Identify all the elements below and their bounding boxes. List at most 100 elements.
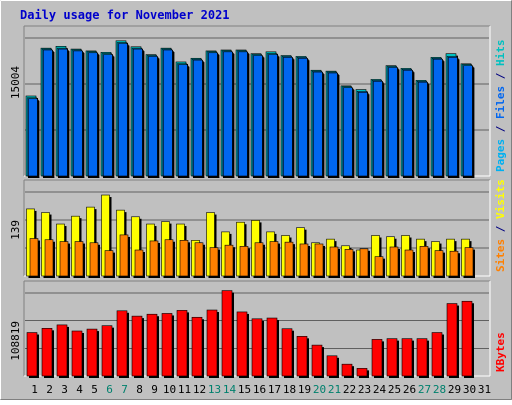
bar-kbytes <box>401 338 413 377</box>
y-max-label: 108819 <box>9 321 22 361</box>
bar-pages <box>193 59 203 177</box>
bar-sites <box>254 242 264 277</box>
bar-pages <box>208 52 218 177</box>
bar-pages <box>283 57 293 177</box>
side-legend: Sites / Visits <box>494 179 507 272</box>
bar-sites <box>359 248 369 277</box>
bar-pages <box>343 87 353 177</box>
bar-kbytes <box>41 328 53 377</box>
bar-sites <box>209 247 219 277</box>
bar-kbytes <box>431 332 443 377</box>
x-tick-label: 22 <box>343 383 356 396</box>
legend-entry: Pages <box>494 139 507 172</box>
bar-sites <box>329 246 339 277</box>
bar-sites <box>269 241 279 277</box>
bar-kbytes <box>371 339 383 377</box>
bar-kbytes <box>341 363 353 377</box>
x-tick-label: 23 <box>358 383 371 396</box>
bar-kbytes <box>236 311 248 377</box>
bar-sites <box>164 239 174 277</box>
bar-kbytes <box>131 315 143 377</box>
legend-entry: KBytes <box>494 332 507 372</box>
bar-sites <box>464 247 474 277</box>
side-legend: Pages / Files / Hits <box>494 40 507 173</box>
bar-kbytes <box>311 344 323 377</box>
bar-pages <box>448 57 458 177</box>
bar-sites <box>149 240 159 277</box>
bar-kbytes <box>251 318 263 377</box>
bar-sites <box>74 241 84 277</box>
x-tick-label: 31 <box>478 383 491 396</box>
x-tick-label: 9 <box>151 383 158 396</box>
x-tick-label: 4 <box>76 383 83 396</box>
bar-kbytes <box>281 328 293 377</box>
bar-sites <box>194 242 204 277</box>
legend-entry: Visits <box>494 179 507 219</box>
bar-sites <box>389 246 399 277</box>
bar-kbytes <box>71 330 83 377</box>
bar-pages <box>433 58 443 177</box>
x-tick-label: 18 <box>283 383 296 396</box>
bar-pages <box>298 57 308 177</box>
x-tick-label: 1 <box>31 383 38 396</box>
bar-kbytes <box>386 338 398 377</box>
bar-sites <box>314 243 324 277</box>
bar-kbytes <box>206 309 218 377</box>
bar-sites <box>44 239 54 277</box>
x-tick-label: 7 <box>121 383 128 396</box>
bar-kbytes <box>221 290 233 377</box>
x-tick-label: 30 <box>463 383 476 396</box>
bar-sites <box>449 250 459 277</box>
bar-sites <box>224 244 234 277</box>
x-tick-label: 13 <box>208 383 221 396</box>
bar-pages <box>148 56 158 177</box>
x-tick-label: 29 <box>448 383 461 396</box>
bar-sites <box>134 249 144 277</box>
bar-pages <box>328 72 338 177</box>
y-max-label: 139 <box>9 220 22 240</box>
bar-kbytes <box>416 338 428 377</box>
x-tick-label: 25 <box>388 383 401 396</box>
x-tick-label: 28 <box>433 383 446 396</box>
bar-sites <box>434 250 444 277</box>
bar-pages <box>373 80 383 177</box>
bar-pages <box>43 49 53 177</box>
panel-kbytes: 108819 KBytes <box>9 280 507 378</box>
bar-sites <box>29 238 39 277</box>
x-tick-label: 12 <box>193 383 206 396</box>
panel-visits-sites: 139 Sites / Visits <box>9 179 507 278</box>
bar-sites <box>179 240 189 277</box>
chart-title: Daily usage for November 2021 <box>20 8 230 22</box>
bar-kbytes <box>86 328 98 377</box>
x-tick-label: 27 <box>418 383 431 396</box>
bar-pages <box>28 98 38 177</box>
x-tick-label: 6 <box>106 383 113 396</box>
legend-entry: / <box>494 66 507 86</box>
x-tick-label: 10 <box>163 383 176 396</box>
bar-kbytes <box>461 300 473 377</box>
bar-sites <box>419 246 429 277</box>
side-legend: KBytes <box>494 332 507 372</box>
legend-entry: / <box>494 119 507 139</box>
bar-pages <box>103 54 113 177</box>
x-tick-label: 15 <box>238 383 251 396</box>
x-tick-label: 21 <box>328 383 341 396</box>
chart-panels: 15004 Pages / Files / Hits 139 Sites / Visi… <box>9 25 507 378</box>
bar-kbytes <box>266 317 278 377</box>
bar-kbytes <box>326 355 338 377</box>
bar-sites <box>299 243 309 277</box>
bar-pages <box>388 67 398 177</box>
bar-pages <box>268 54 278 177</box>
x-tick-label: 11 <box>178 383 191 396</box>
bar-pages <box>118 43 128 177</box>
bar-kbytes <box>56 324 68 377</box>
x-tick-label: 17 <box>268 383 281 396</box>
x-tick-label: 2 <box>46 383 53 396</box>
x-tick-label: 16 <box>253 383 266 396</box>
bar-sites <box>284 241 294 277</box>
bar-pages <box>418 81 428 177</box>
bar-pages <box>73 50 83 177</box>
bar-pages <box>238 51 248 177</box>
bar-pages <box>223 51 233 177</box>
